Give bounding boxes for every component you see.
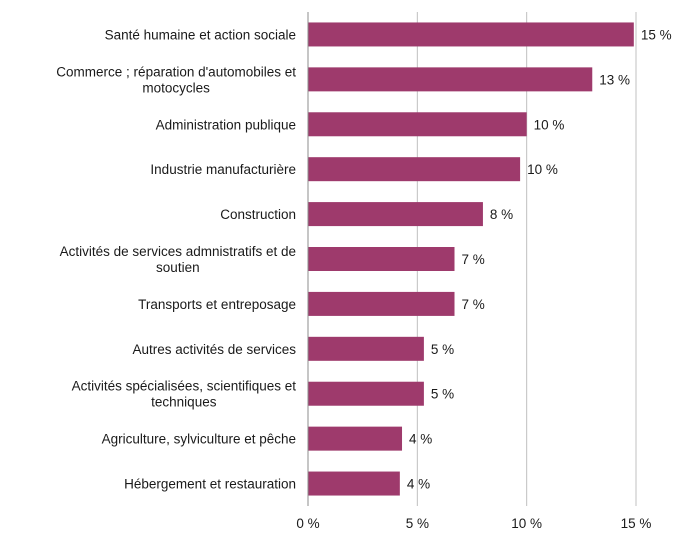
value-label: 7 %: [462, 252, 485, 267]
x-axis-tick-labels: 0 % 5 % 10 % 15 %: [296, 516, 651, 531]
category-label: Santé humaine et action sociale: [105, 27, 296, 42]
bars: [308, 22, 634, 496]
bar: [308, 247, 455, 271]
category-label: soutien: [156, 260, 200, 275]
category-label: Administration publique: [156, 117, 296, 132]
category-label: motocycles: [142, 80, 210, 95]
category-label: Activités spécialisées, scientifiques et: [72, 379, 297, 394]
bar: [308, 471, 400, 496]
category-label: Hébergement et restauration: [124, 477, 296, 492]
gridlines: [307, 12, 637, 506]
bar: [308, 202, 483, 227]
category-label: Autres activités de services: [132, 342, 296, 357]
category-labels: Santé humaine et action sociale Commerce …: [56, 27, 296, 491]
category-label: Construction: [220, 207, 296, 222]
x-tick-label: 10 %: [511, 516, 542, 531]
bar: [308, 381, 424, 406]
value-label: 4 %: [407, 477, 430, 492]
value-label: 10 %: [534, 117, 565, 132]
value-label: 5 %: [431, 342, 454, 357]
bar: [308, 112, 527, 137]
x-tick-label: 15 %: [621, 516, 652, 531]
category-label: Activités de services admnistratifs et d…: [60, 244, 296, 259]
value-labels: 15 % 13 % 10 % 10 % 8 % 7 % 7 % 5 % 5 % 4 % 4 %: [407, 27, 672, 491]
value-label: 8 %: [490, 207, 513, 222]
value-label: 13 %: [599, 72, 630, 87]
category-label: Agriculture, sylviculture et pêche: [102, 432, 296, 447]
value-label: 5 %: [431, 387, 454, 402]
category-label: techniques: [151, 395, 217, 410]
bar: [308, 336, 424, 361]
value-label: 7 %: [462, 297, 485, 312]
value-label: 4 %: [409, 432, 432, 447]
bar: [308, 22, 634, 47]
value-label: 10 %: [527, 162, 558, 177]
value-label: 15 %: [641, 27, 672, 42]
bar: [308, 291, 455, 316]
category-label: Transports et entreposage: [138, 297, 296, 312]
bar: [308, 157, 521, 182]
category-label: Industrie manufacturière: [150, 162, 296, 177]
x-tick-label: 5 %: [406, 516, 429, 531]
x-tick-label: 0 %: [296, 516, 319, 531]
bar: [308, 426, 403, 451]
bar: [308, 67, 593, 92]
category-label: Commerce ; réparation d'automobiles et: [56, 64, 296, 79]
